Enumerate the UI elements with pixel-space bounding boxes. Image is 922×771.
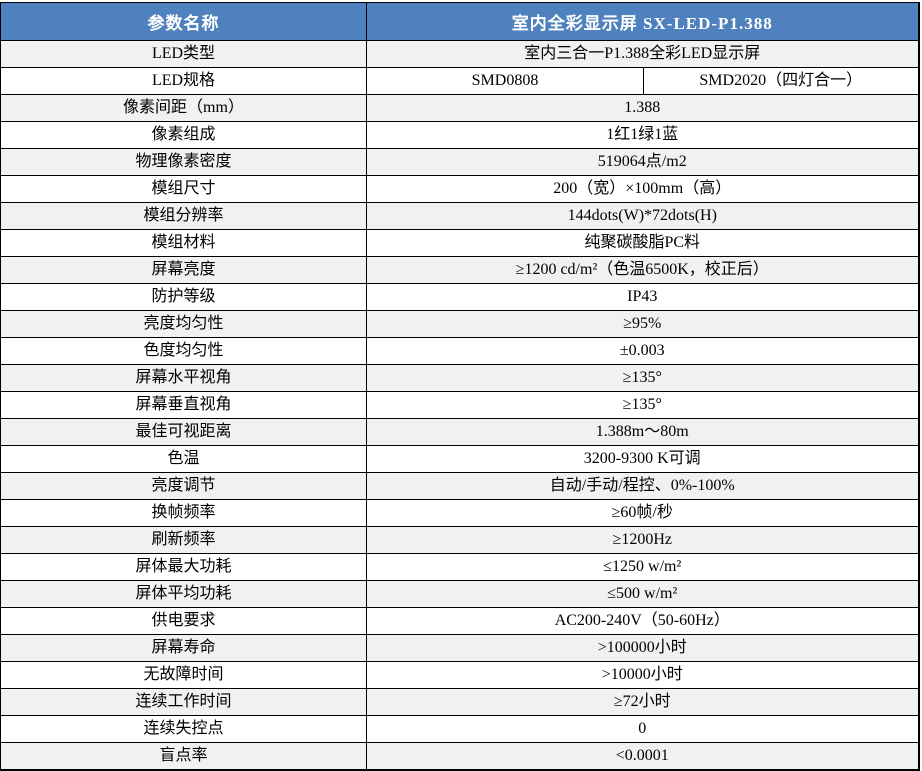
param-label: 亮度均匀性 [0,310,367,338]
param-value: ≥72小时 [366,688,919,716]
param-label: 最佳可视距离 [0,418,367,446]
table-row: 盲点率 <0.0001 [0,742,919,770]
param-value: ±0.003 [366,337,919,365]
table-row: 屏幕垂直视角 ≥135° [0,391,919,419]
table-row: 色温 3200-9300 K可调 [0,445,919,473]
param-label: 物理像素密度 [0,148,367,176]
param-label: 连续失控点 [0,715,367,743]
table-row: 屏幕水平视角 ≥135° [0,364,919,392]
table-row: LED规格 SMD0808 SMD2020（四灯合一） [0,67,919,95]
param-value: 1.388m～80m [366,418,919,446]
table-row: LED类型 室内三合一P1.388全彩LED显示屏 [0,40,919,68]
spec-table-body: LED类型 室内三合一P1.388全彩LED显示屏 LED规格 SMD0808 SMD2… [0,40,919,770]
param-label: 屏幕寿命 [0,634,367,662]
param-label: 色度均匀性 [0,337,367,365]
param-value: ≤500 w/m² [366,580,919,608]
param-value: ≥135° [366,364,919,392]
param-label: 像素间距（mm） [0,94,367,122]
param-value: 1红1绿1蓝 [366,121,919,149]
param-label: 连续工作时间 [0,688,367,716]
spec-table-header: 参数名称 室内全彩显示屏 SX-LED-P1.388 [0,2,919,41]
param-value: <0.0001 [366,742,919,770]
table-row: 物理像素密度 519064点/m2 [0,148,919,176]
table-row: 像素组成 1红1绿1蓝 [0,121,919,149]
param-label: 模组尺寸 [0,175,367,203]
param-label: 屏体最大功耗 [0,553,367,581]
param-value: ≥1200Hz [366,526,919,554]
table-row: 亮度均匀性 ≥95% [0,310,919,338]
param-name-header: 参数名称 [0,2,367,41]
table-row: 色度均匀性 ±0.003 [0,337,919,365]
param-value: >100000小时 [366,634,919,662]
param-label: 换帧频率 [0,499,367,527]
param-label: LED类型 [0,40,367,68]
param-value: ≥60帧/秒 [366,499,919,527]
param-value: 3200-9300 K可调 [366,445,919,473]
param-value: 室内三合一P1.388全彩LED显示屏 [366,40,919,68]
table-row: 模组分辨率 144dots(W)*72dots(H) [0,202,919,230]
param-value: 1.388 [366,94,919,122]
param-value: ≤1250 w/m² [366,553,919,581]
header-row: 参数名称 室内全彩显示屏 SX-LED-P1.388 [0,2,919,41]
table-row: 换帧频率 ≥60帧/秒 [0,499,919,527]
table-row: 亮度调节 自动/手动/程控、0%-100% [0,472,919,500]
param-label: 模组分辨率 [0,202,367,230]
param-label: 屏体平均功耗 [0,580,367,608]
table-row: 最佳可视距离 1.388m～80m [0,418,919,446]
table-row: 屏幕亮度 ≥1200 cd/m²（色温6500K，校正后） [0,256,919,284]
param-value: >10000小时 [366,661,919,689]
param-value: 144dots(W)*72dots(H) [366,202,919,230]
param-label: 像素组成 [0,121,367,149]
param-label: 亮度调节 [0,472,367,500]
table-row: 模组材料 纯聚碳酸脂PC料 [0,229,919,257]
param-label: 色温 [0,445,367,473]
param-label: 盲点率 [0,742,367,770]
param-value: SMD2020（四灯合一） [643,67,919,95]
param-value: ≥1200 cd/m²（色温6500K，校正后） [366,256,919,284]
param-value: ≥95% [366,310,919,338]
param-label: 无故障时间 [0,661,367,689]
table-row: 连续失控点 0 [0,715,919,743]
param-label: 屏幕水平视角 [0,364,367,392]
table-row: 像素间距（mm） 1.388 [0,94,919,122]
param-value: IP43 [366,283,919,311]
table-row: 无故障时间 >10000小时 [0,661,919,689]
param-value: 纯聚碳酸脂PC料 [366,229,919,257]
param-label: 屏幕亮度 [0,256,367,284]
param-label: LED规格 [0,67,367,95]
table-row: 屏幕寿命 >100000小时 [0,634,919,662]
table-row: 防护等级 IP43 [0,283,919,311]
param-value: 自动/手动/程控、0%-100% [366,472,919,500]
table-row: 连续工作时间 ≥72小时 [0,688,919,716]
param-value: ≥135° [366,391,919,419]
table-row: 模组尺寸 200（宽）×100mm（高） [0,175,919,203]
table-row: 刷新频率 ≥1200Hz [0,526,919,554]
param-label: 防护等级 [0,283,367,311]
param-label: 供电要求 [0,607,367,635]
table-row: 供电要求 AC200-240V（50-60Hz） [0,607,919,635]
product-name-header: 室内全彩显示屏 SX-LED-P1.388 [366,2,919,41]
param-value: 519064点/m2 [366,148,919,176]
param-value: AC200-240V（50-60Hz） [366,607,919,635]
param-value: SMD0808 [366,67,644,95]
param-label: 模组材料 [0,229,367,257]
param-value: 0 [366,715,919,743]
table-row: 屏体最大功耗 ≤1250 w/m² [0,553,919,581]
param-value: 200（宽）×100mm（高） [366,175,919,203]
table-row: 屏体平均功耗 ≤500 w/m² [0,580,919,608]
param-label: 刷新频率 [0,526,367,554]
param-label: 屏幕垂直视角 [0,391,367,419]
